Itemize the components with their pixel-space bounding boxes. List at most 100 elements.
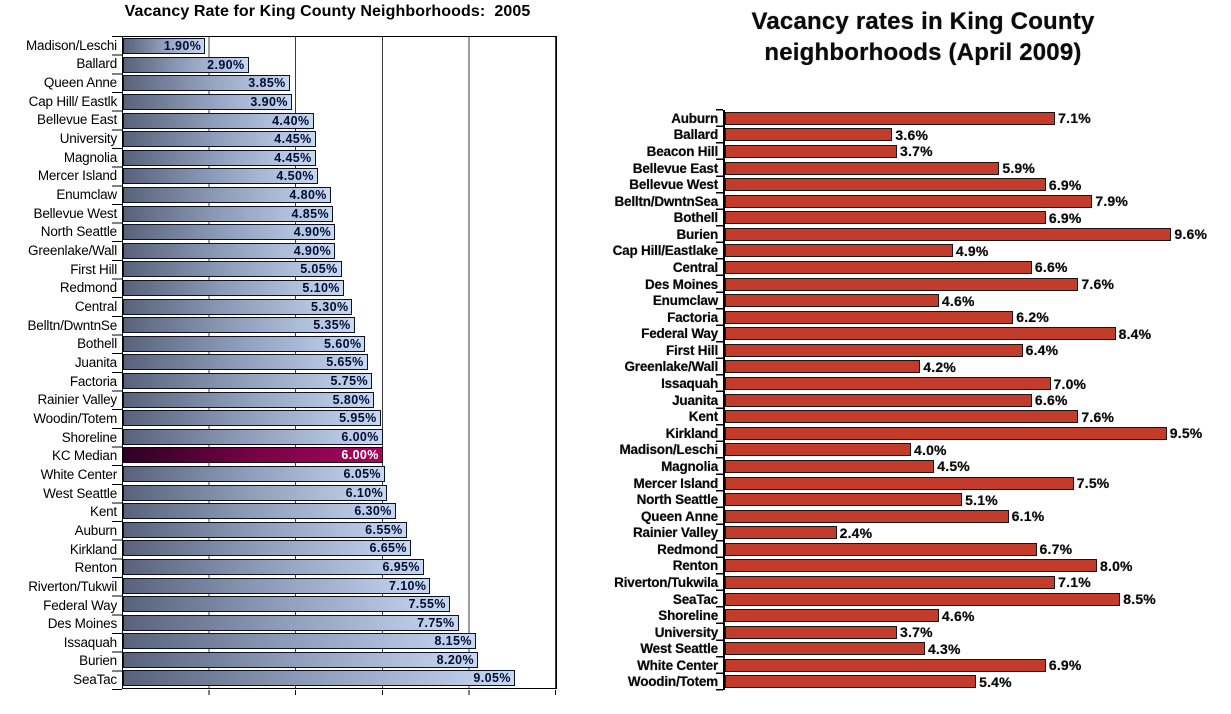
- bar: 5.60%: [123, 335, 366, 352]
- bar-row: 2.90%: [123, 56, 556, 75]
- category-label: Enumclaw: [56, 187, 117, 203]
- bar: [725, 476, 1074, 490]
- value-label: 7.0%: [1053, 375, 1087, 392]
- value-label: 6.55%: [365, 522, 403, 537]
- bar: 6.65%: [123, 540, 411, 557]
- bar-row: 6.1%: [725, 508, 1190, 525]
- category-label: White Center: [637, 657, 718, 673]
- value-label: 7.1%: [1058, 574, 1091, 591]
- bar: [725, 277, 1079, 291]
- value-label: 4.5%: [937, 458, 970, 475]
- value-label: 8.4%: [1118, 325, 1152, 342]
- bar: [725, 443, 911, 457]
- bar: 5.80%: [123, 391, 375, 408]
- chart-2005-plot-area: 1.90% 2.90% 3.85% 3.90% 4.40% 4.45% 4.45% 4.50%…: [122, 36, 557, 689]
- bar: [725, 244, 953, 258]
- category-label: Bothell: [77, 336, 117, 352]
- category-label: Beacon Hill: [646, 143, 719, 159]
- value-label: 5.35%: [313, 318, 351, 333]
- value-label: 4.90%: [293, 243, 332, 258]
- value-label: 5.30%: [311, 299, 349, 314]
- bar-row: 7.75%: [123, 613, 556, 632]
- bar-row: 7.10%: [123, 576, 556, 595]
- value-label: 5.4%: [979, 673, 1012, 690]
- bar-row: 4.3%: [725, 641, 1190, 658]
- bar-row: 7.55%: [123, 595, 556, 614]
- bar: 6.95%: [123, 558, 424, 575]
- bar-row: 5.60%: [123, 335, 556, 354]
- value-label: 3.6%: [895, 126, 929, 143]
- chart-2009-category-axis: Auburn Ballard Beacon Hill Bellevue East Bel…: [593, 110, 719, 690]
- chart-2005-axis-ticks: [112, 36, 122, 691]
- category-label: KC Median: [52, 448, 117, 464]
- bar: 7.55%: [123, 596, 450, 613]
- bar-row: 7.6%: [725, 408, 1190, 425]
- bar: 5.95%: [123, 410, 381, 427]
- value-label: 7.55%: [408, 597, 446, 612]
- value-label: 6.2%: [1016, 309, 1050, 326]
- bar: [725, 459, 935, 473]
- value-label: 1.90%: [163, 39, 202, 54]
- category-label: Federal Way: [43, 597, 117, 613]
- bar-row: 6.10%: [123, 483, 556, 502]
- category-label: Greenlake/Wall: [28, 243, 117, 259]
- bar-row: 6.7%: [725, 541, 1190, 558]
- bar-row: 2.4%: [725, 524, 1190, 541]
- bar-row: 4.90%: [123, 242, 556, 261]
- category-label: Shoreline: [658, 608, 718, 624]
- value-label: 5.80%: [332, 392, 371, 407]
- value-label: 6.65%: [369, 541, 407, 556]
- bar: 6.05%: [123, 465, 385, 482]
- bar: [725, 178, 1046, 192]
- value-label: 7.9%: [1095, 193, 1129, 210]
- bar: 4.40%: [123, 112, 314, 129]
- category-label: Bellevue West: [629, 177, 718, 193]
- bar: 4.50%: [123, 168, 318, 185]
- bar-row: 6.4%: [725, 342, 1190, 359]
- bar-row: 8.4%: [725, 326, 1190, 343]
- bar: [725, 211, 1046, 225]
- bar: [725, 377, 1051, 391]
- value-label: 5.95%: [339, 411, 377, 426]
- bar: 8.20%: [123, 651, 479, 668]
- value-label: 8.5%: [1123, 591, 1156, 608]
- bar-row: 5.95%: [123, 409, 556, 428]
- category-label: White Center: [40, 466, 118, 482]
- category-label: Juanita: [74, 354, 117, 370]
- bar-row: 9.5%: [725, 425, 1202, 442]
- category-label: Kent: [90, 504, 117, 520]
- category-label: Burien: [676, 226, 718, 242]
- value-label: 6.6%: [1034, 392, 1068, 409]
- value-label: 3.85%: [248, 76, 286, 91]
- bar-row: 5.80%: [123, 390, 556, 409]
- value-label: 6.9%: [1048, 209, 1082, 226]
- bar-row: 6.00%: [123, 446, 556, 465]
- category-label: Cap Hill/Eastlake: [612, 243, 719, 259]
- bar-row: 4.0%: [725, 442, 1190, 459]
- value-label: 5.1%: [965, 491, 998, 508]
- bar-row: 6.9%: [725, 176, 1190, 193]
- median-bar: 6.00%: [123, 447, 383, 464]
- category-label: Madison/Leschi: [619, 442, 719, 458]
- value-label: 3.90%: [250, 95, 288, 110]
- bar: [725, 227, 1172, 241]
- bar: [725, 609, 939, 623]
- category-label: Queen Anne: [640, 508, 718, 524]
- bar-row: 4.5%: [725, 458, 1190, 475]
- bar: [725, 393, 1032, 407]
- bar: [725, 658, 1046, 672]
- value-label: 4.9%: [955, 242, 989, 259]
- bar-row: 4.45%: [123, 149, 556, 168]
- category-label: Redmond: [657, 541, 718, 557]
- value-label: 4.45%: [274, 132, 312, 147]
- category-label: Woodin/Totem: [627, 674, 718, 690]
- category-label: Auburn: [671, 110, 718, 126]
- bar-row: 8.15%: [123, 632, 556, 651]
- value-label: 6.6%: [1034, 259, 1068, 276]
- vacancy-chart-2005: Vacancy Rate for King County Neighborhoo…: [0, 0, 570, 714]
- value-label: 5.60%: [324, 336, 362, 351]
- category-label: University: [654, 624, 718, 640]
- bar-row: 4.9%: [725, 243, 1190, 260]
- vacancy-chart-2009: Vacancy rates in King County neighborhoo…: [585, 0, 1231, 714]
- category-label: Woodin/Totem: [33, 410, 117, 426]
